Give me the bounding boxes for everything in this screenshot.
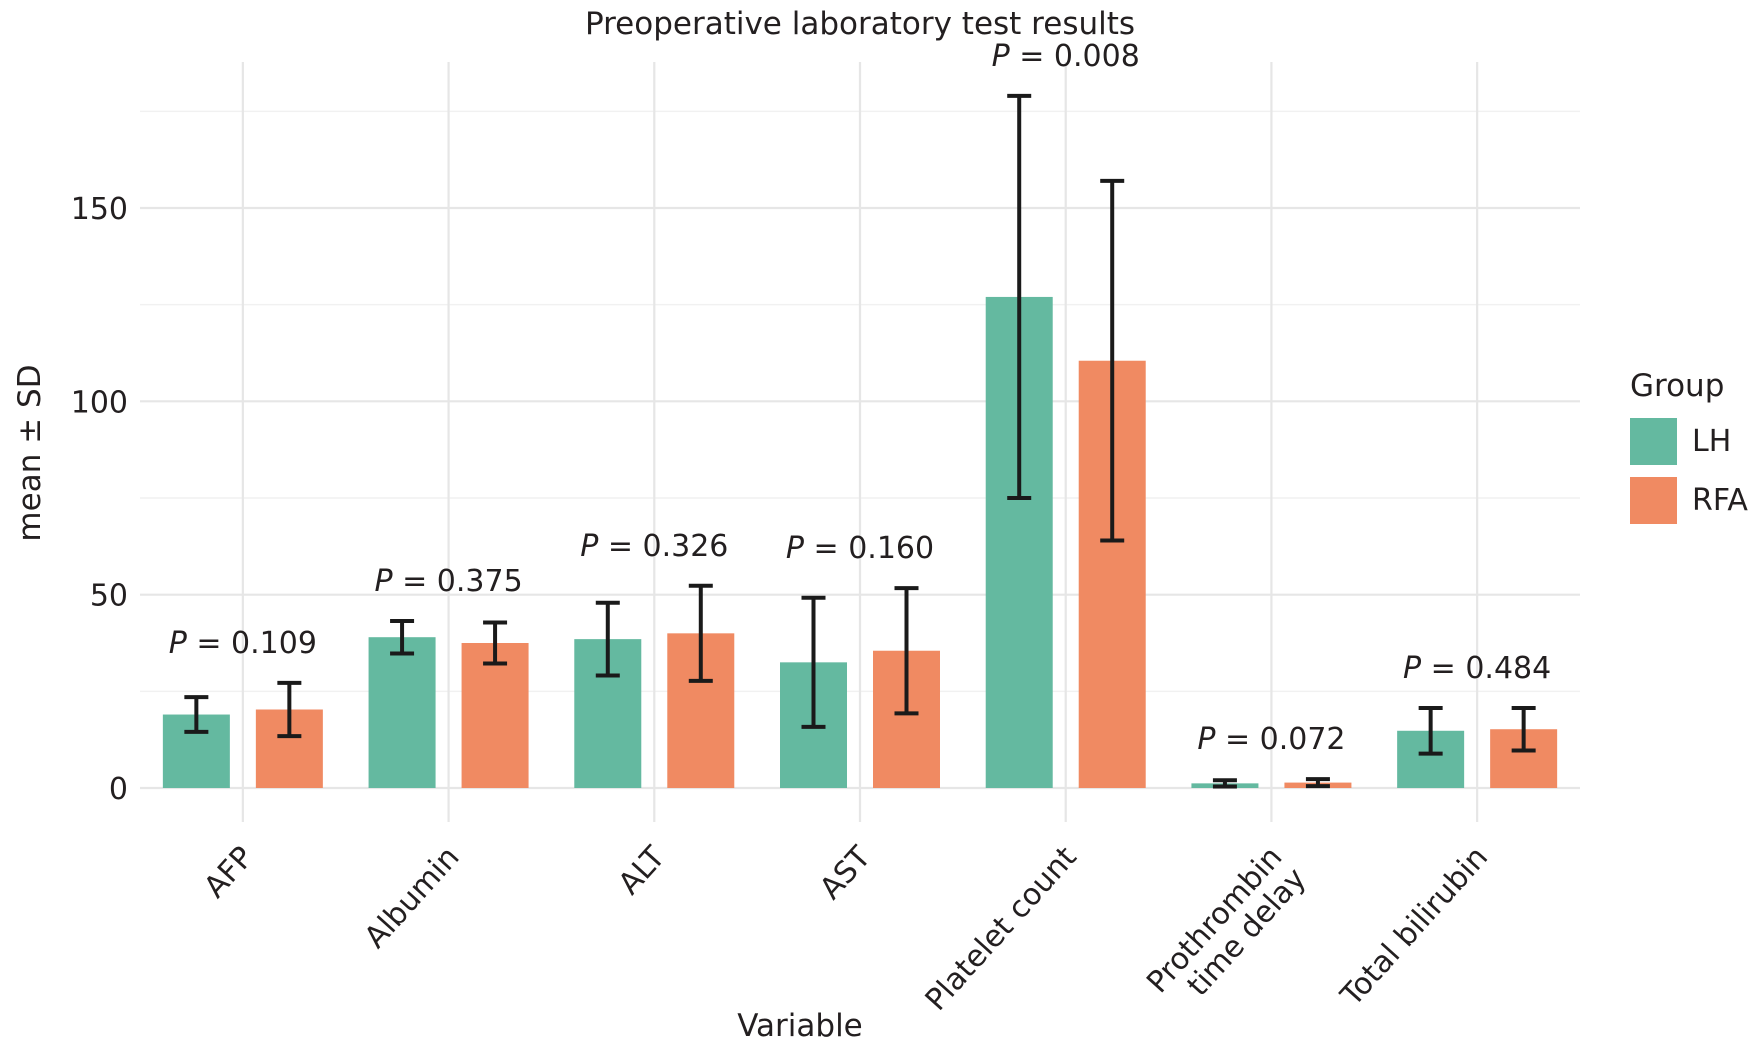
p-value-label: P = 0.072: [1197, 722, 1345, 757]
bar-lh-1: [368, 637, 436, 788]
legend: Group LH RFA: [1630, 368, 1750, 536]
x-tick-label: ALT: [612, 839, 673, 901]
x-tick-label: AFP: [197, 840, 260, 905]
y-tick-label: 100: [71, 385, 128, 420]
bar-rfa-1: [461, 643, 529, 788]
p-value-label: P = 0.326: [580, 529, 728, 564]
chart-title: Preoperative laboratory test results: [584, 6, 1136, 42]
p-value-label: P = 0.160: [786, 531, 934, 566]
p-value-label: P = 0.008: [992, 39, 1140, 74]
x-tick-label: Prothrombintime delay: [1140, 840, 1313, 1022]
y-tick-label: 0: [109, 772, 128, 807]
y-axis-title: mean ± SD: [12, 364, 48, 542]
legend-title: Group: [1630, 368, 1725, 404]
legend-item-lh: LH: [1630, 418, 1750, 465]
y-tick-label: 50: [90, 579, 128, 614]
legend-label-rfa: RFA: [1692, 483, 1748, 518]
p-value-label: P = 0.109: [169, 626, 317, 661]
p-value-label: P = 0.375: [374, 564, 522, 599]
x-tick-label: AST: [813, 839, 878, 906]
legend-swatch-lh: [1630, 418, 1677, 465]
y-tick-label: 150: [71, 192, 128, 227]
x-tick-label: Total bilirubin: [1334, 840, 1495, 1014]
x-axis-title: Variable: [737, 1008, 863, 1044]
legend-swatch-rfa: [1630, 477, 1677, 524]
x-tick-label: Platelet count: [919, 840, 1084, 1018]
legend-item-rfa: RFA: [1630, 477, 1750, 524]
legend-label-lh: LH: [1692, 424, 1732, 459]
x-tick-label: Albumin: [358, 840, 467, 955]
p-value-label: P = 0.484: [1403, 651, 1551, 686]
